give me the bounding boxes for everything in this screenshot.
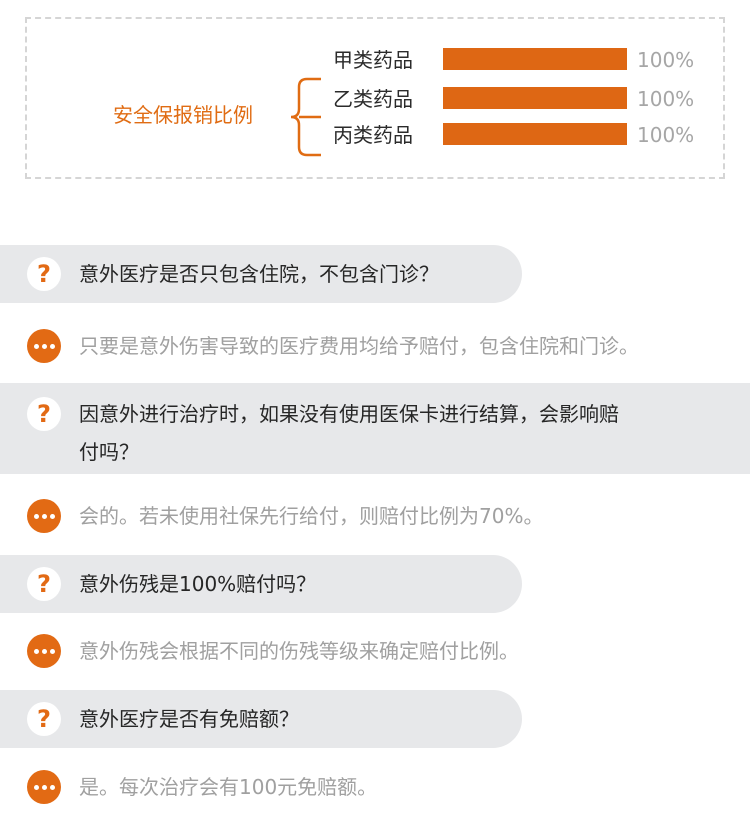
ratio-percent: 100% [637, 87, 695, 111]
faq-answer-4: 是。每次治疗会有100元免赔额。 [0, 767, 750, 807]
faq-answer-2: 会的。若未使用社保先行给付，则赔付比例为70%。 [0, 496, 750, 536]
drug-label: 丙类药品 [333, 123, 413, 147]
ellipsis-icon [27, 770, 61, 804]
question-text: 意外伤残是100%赔付吗？ [79, 572, 317, 596]
question-mark-icon: ? [27, 702, 61, 736]
question-mark-icon: ? [27, 257, 61, 291]
ellipsis-icon [27, 634, 61, 668]
ratio-percent: 100% [637, 123, 695, 147]
ratio-bar-track [443, 87, 627, 109]
ellipsis-icon [27, 329, 61, 363]
ratio-bar-track [443, 48, 627, 70]
answer-text: 会的。若未使用社保先行给付，则赔付比例为70%。 [79, 504, 544, 528]
ratio-bar-fill [443, 123, 627, 145]
answer-text: 只要是意外伤害导致的医疗费用均给予赔付，包含住院和门诊。 [79, 334, 639, 358]
faq-question-4: ? 意外医疗是否有免赔额？ [0, 690, 522, 748]
ratio-bar-fill [443, 87, 627, 109]
ellipsis-icon [27, 499, 61, 533]
question-text-line-2: 付吗？ [79, 440, 139, 464]
question-mark-icon: ? [27, 567, 61, 601]
faq-question-3: ? 意外伤残是100%赔付吗？ [0, 555, 522, 613]
answer-text: 意外伤残会根据不同的伤残等级来确定赔付比例。 [79, 639, 519, 663]
faq-answer-3: 意外伤残会根据不同的伤残等级来确定赔付比例。 [0, 631, 750, 671]
coverage-ratio-panel: 安全保报销比例 甲类药品 100% 乙类药品 100% 丙类药品 100% [25, 17, 725, 179]
question-text: 意外医疗是否只包含住院，不包含门诊？ [79, 262, 439, 286]
faq-question-1: ? 意外医疗是否只包含住院，不包含门诊？ [0, 245, 522, 303]
ratio-bar-fill [443, 48, 627, 70]
faq-answer-1: 只要是意外伤害导致的医疗费用均给予赔付，包含住院和门诊。 [0, 326, 750, 366]
question-mark-icon: ? [27, 397, 61, 431]
question-text-line-1: 因意外进行治疗时，如果没有使用医保卡进行结算，会影响赔 [79, 402, 619, 426]
brace-bracket-icon [290, 77, 321, 157]
ratio-percent: 100% [637, 48, 695, 72]
drug-label: 乙类药品 [333, 87, 413, 111]
ratio-bar-track [443, 123, 627, 145]
coverage-title: 安全保报销比例 [113, 103, 253, 127]
question-text: 意外医疗是否有免赔额？ [79, 707, 299, 731]
answer-text: 是。每次治疗会有100元免赔额。 [79, 775, 378, 799]
faq-question-2: ? 因意外进行治疗时，如果没有使用医保卡进行结算，会影响赔 付吗？ [0, 383, 750, 474]
drug-label: 甲类药品 [333, 48, 413, 72]
